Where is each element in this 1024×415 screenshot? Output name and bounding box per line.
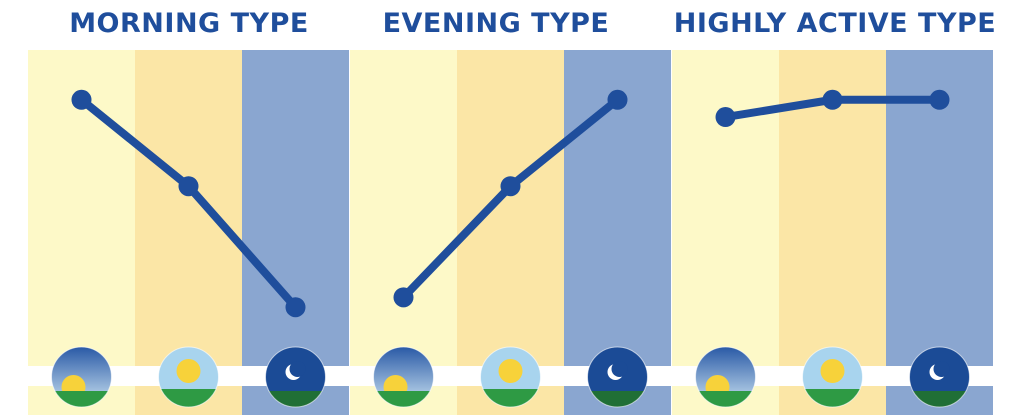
data-point-evening	[285, 297, 306, 318]
data-point-evening	[607, 89, 628, 110]
sunrise-icon	[373, 346, 434, 408]
data-point-morning	[393, 287, 414, 308]
sunrise-icon	[51, 346, 112, 408]
data-point-morning	[715, 107, 736, 128]
data-point-midday	[822, 89, 843, 110]
midday-sun-icon	[480, 346, 541, 408]
data-point-evening	[929, 89, 950, 110]
sunrise-icon	[695, 346, 756, 408]
data-point-midday	[500, 176, 521, 197]
moon-night-icon	[909, 346, 970, 408]
midday-sun-icon	[802, 346, 863, 408]
data-point-morning	[71, 89, 92, 110]
panel-title-highly-active-type: HIGHLY ACTIVE TYPE	[673, 8, 997, 39]
moon-night-icon	[265, 346, 326, 408]
panel-title-morning-type: MORNING TYPE	[69, 8, 309, 39]
moon-night-icon	[587, 346, 648, 408]
data-point-midday	[178, 176, 199, 197]
midday-sun-icon	[158, 346, 219, 408]
panel-title-evening-type: EVENING TYPE	[382, 8, 610, 39]
